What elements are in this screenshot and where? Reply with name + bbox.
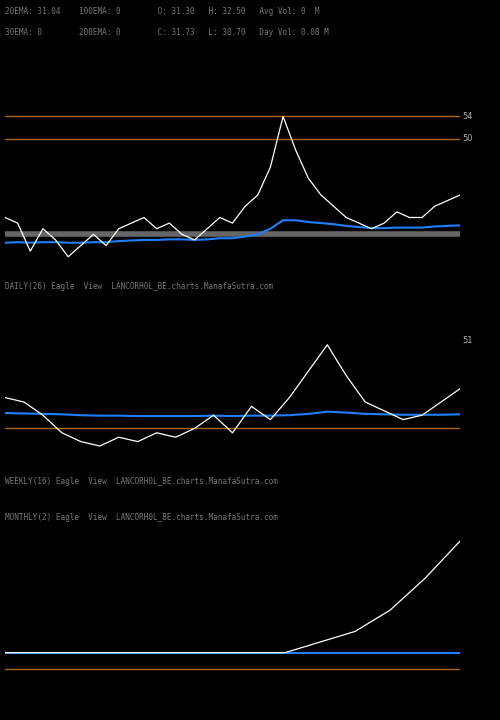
Text: DAILY(26) Eagle  View  LANCORH0L_BE.charts.ManafaSutra.com: DAILY(26) Eagle View LANCORH0L_BE.charts… (5, 282, 273, 291)
Text: 51: 51 (462, 336, 473, 345)
Text: 20EMA: 31.04    100EMA: 0        O: 31.30   H: 32.50   Avg Vol: 0  M: 20EMA: 31.04 100EMA: 0 O: 31.30 H: 32.50… (5, 7, 320, 16)
Text: 50: 50 (462, 135, 473, 143)
Text: 30EMA: 0        200EMA: 0        C: 31.73   L: 30.70   Day Vol: 0.08 M: 30EMA: 0 200EMA: 0 C: 31.73 L: 30.70 Day… (5, 28, 329, 37)
Text: 54: 54 (462, 112, 473, 121)
Text: MONTHLY(2) Eagle  View  LANCORH0L_BE.charts.ManafaSutra.com: MONTHLY(2) Eagle View LANCORH0L_BE.chart… (5, 513, 278, 521)
Text: WEEKLY(16) Eagle  View  LANCORH0L_BE.charts.ManafaSutra.com: WEEKLY(16) Eagle View LANCORH0L_BE.chart… (5, 477, 278, 485)
